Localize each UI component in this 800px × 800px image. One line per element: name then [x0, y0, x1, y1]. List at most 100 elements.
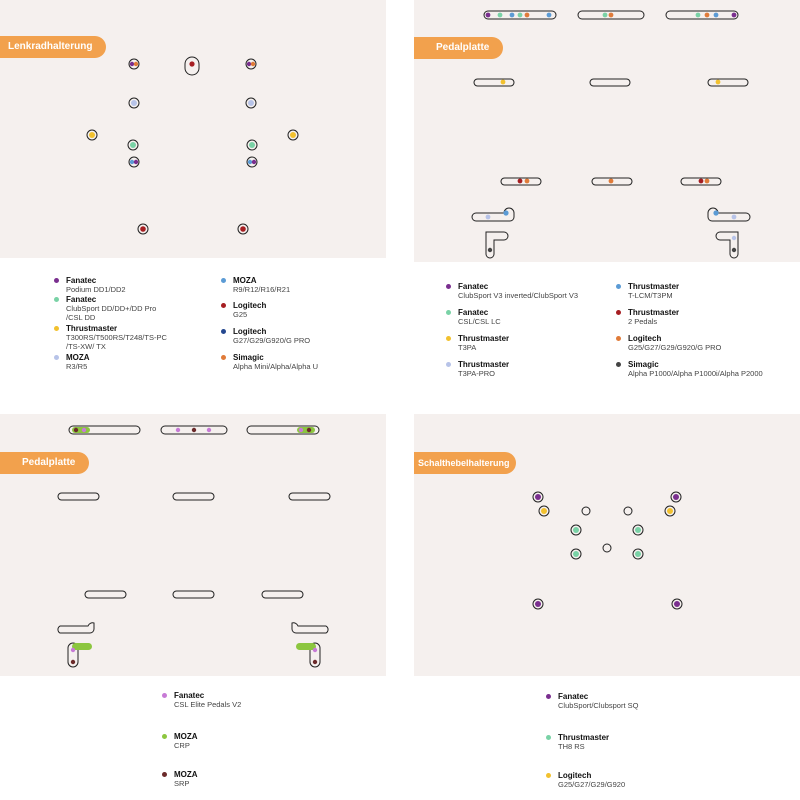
legend-item: Fanatec ClubSport/Clubsport SQ	[546, 692, 728, 710]
legend-models: TH8 RS	[558, 742, 585, 751]
legend-models: Alpha P1000/Alpha P1000i/Alpha P2000	[628, 369, 763, 378]
legend-brand: Thrustmaster	[458, 334, 510, 343]
legend-brand: Fanatec	[458, 282, 489, 291]
legend-dot	[616, 310, 621, 315]
legend-dot	[54, 278, 59, 283]
legend-item: Thrustmaster T3PA	[446, 334, 628, 352]
legend-models: CSL/CSL LC	[458, 317, 501, 326]
legend-dot	[221, 303, 226, 308]
legend-item: Fanatec ClubSport V3 inverted/ClubSport …	[446, 282, 628, 300]
legend-dot	[162, 693, 167, 698]
pedal2-slots	[57, 425, 331, 668]
wheel-mount-dots	[89, 61, 296, 232]
legend-dot	[54, 297, 59, 302]
legend-item: MOZA CRP	[162, 732, 344, 750]
legend-item: Thrustmaster T3PA-PRO	[446, 360, 628, 378]
legend-dot	[446, 336, 451, 341]
pedal1-dots	[485, 12, 737, 253]
legend-brand: Logitech	[558, 771, 592, 780]
legend-brand: Simagic	[628, 360, 659, 369]
legend-brand: Logitech	[233, 301, 267, 310]
legend-dot	[221, 278, 226, 283]
legend-brand: MOZA	[174, 732, 198, 741]
legend-models: T300RS/T500RS/T248/TS-PC /TS-XW/ TX	[66, 333, 167, 351]
legend-models: ClubSport DD/DD+/DD Pro /CSL DD	[66, 304, 157, 322]
legend-brand: Fanatec	[66, 295, 97, 304]
tag-pedal-plate-2: Pedalplatte	[0, 452, 90, 474]
legend-brand: Logitech	[628, 334, 662, 343]
legend-brand: Simagic	[233, 353, 264, 362]
legend-item: Fanatec Podium DD1/DD2	[54, 276, 236, 294]
legend-models: T3PA	[458, 343, 477, 352]
legend-brand: Fanatec	[66, 276, 97, 285]
legend-dot	[616, 362, 621, 367]
legend-brand: MOZA	[233, 276, 257, 285]
legend-brand: Logitech	[233, 327, 267, 336]
legend-models: G25/G27/G29/G920	[558, 780, 626, 789]
legend-dot	[221, 329, 226, 334]
tag-pedal-plate-1: Pedalplatte	[414, 37, 504, 59]
legend-dot	[162, 734, 167, 739]
legend-item: Thrustmaster TH8 RS	[546, 733, 728, 751]
legend-brand: Fanatec	[458, 308, 489, 317]
legend-item: Simagic Alpha Mini/Alpha/Alpha U	[221, 353, 403, 371]
legend-models: CSL Elite Pedals V2	[174, 700, 242, 709]
legend-dot	[446, 362, 451, 367]
legend-brand: Thrustmaster	[628, 282, 680, 291]
legend-item: Fanatec ClubSport DD/DD+/DD Pro /CSL DD	[54, 295, 236, 322]
legend-item: Fanatec CSL/CSL LC	[446, 308, 628, 326]
legend-models: R9/R12/R16/R21	[233, 285, 291, 294]
legend-models: ClubSport V3 inverted/ClubSport V3	[458, 291, 579, 300]
legend-models: Alpha Mini/Alpha/Alpha U	[233, 362, 319, 371]
legend-dot	[54, 326, 59, 331]
legend-item: Thrustmaster T-LCM/T3PM	[616, 282, 798, 300]
tag-wheel-mount: Lenkradhalterung	[0, 36, 107, 58]
legend-models: CRP	[174, 741, 190, 750]
legend-dot	[446, 284, 451, 289]
legend-brand: Fanatec	[558, 692, 589, 701]
legend-brand: Thrustmaster	[458, 360, 510, 369]
legend-dot	[546, 773, 551, 778]
legend-item: MOZA SRP	[162, 770, 344, 788]
shifter-holes	[532, 491, 683, 610]
legend-brand: MOZA	[174, 770, 198, 779]
legend-item: Simagic Alpha P1000/Alpha P1000i/Alpha P…	[616, 360, 798, 378]
legend-item: Thrustmaster 2 Pedals	[616, 308, 798, 326]
legend-item: Logitech G25	[221, 301, 403, 319]
legend-item: Logitech G25/G27/G29/G920	[546, 771, 728, 789]
legend-brand: Thrustmaster	[558, 733, 610, 742]
legend-brand: Fanatec	[174, 691, 205, 700]
legend-dot	[616, 284, 621, 289]
wheel-mount-holes	[86, 56, 299, 235]
pedal2-dots	[70, 427, 318, 665]
legend-dot	[546, 735, 551, 740]
legend-models: Podium DD1/DD2	[66, 285, 126, 294]
legend-item: Fanatec CSL Elite Pedals V2	[162, 691, 344, 709]
legend-brand: Thrustmaster	[66, 324, 118, 333]
legend-dot	[54, 355, 59, 360]
legend-models: SRP	[174, 779, 190, 788]
legend-models: T-LCM/T3PM	[628, 291, 673, 300]
legend-models: G25/G27/G29/G920/G PRO	[628, 343, 722, 352]
legend-item: Logitech G25/G27/G29/G920/G PRO	[616, 334, 798, 352]
pedal1-slots	[471, 10, 751, 259]
legend-brand: Thrustmaster	[628, 308, 680, 317]
shifter-dots	[535, 494, 680, 607]
legend-dot	[546, 694, 551, 699]
legend-models: G27/G29/G920/G PRO	[233, 336, 311, 345]
legend-dot	[221, 355, 226, 360]
legend-models: T3PA-PRO	[458, 369, 495, 378]
legend-models: 2 Pedals	[628, 317, 658, 326]
legend-models: G25	[233, 310, 248, 319]
legend-dot	[446, 310, 451, 315]
tag-shifter-mount: Schalthebelhalterung	[414, 452, 516, 474]
legend-dot	[616, 336, 621, 341]
legend-item: MOZA R9/R12/R16/R21	[221, 276, 403, 294]
legend-item: Logitech G27/G29/G920/G PRO	[221, 327, 403, 345]
legend-item: MOZA R3/R5	[54, 353, 236, 371]
legend-dot	[162, 772, 167, 777]
legend-models: R3/R5	[66, 362, 88, 371]
legend-brand: MOZA	[66, 353, 90, 362]
legend-item: Thrustmaster T300RS/T500RS/T248/TS-PC /T…	[54, 324, 236, 351]
